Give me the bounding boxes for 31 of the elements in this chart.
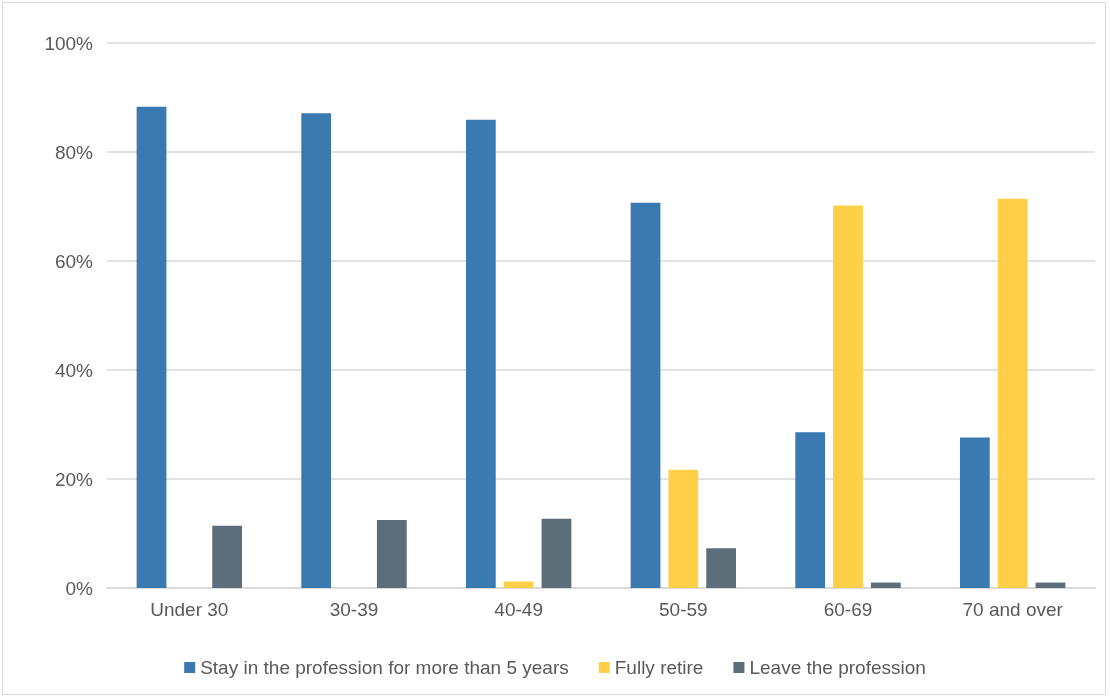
bar bbox=[997, 198, 1028, 588]
x-tick-label: 40-49 bbox=[494, 599, 543, 620]
y-tick-label: 0% bbox=[65, 577, 94, 599]
x-tick-label: 50-59 bbox=[659, 599, 708, 620]
bar bbox=[706, 548, 737, 588]
y-tick-label: 60% bbox=[54, 250, 94, 272]
legend-label: Fully retire bbox=[614, 657, 704, 678]
bar bbox=[630, 202, 661, 588]
bar bbox=[301, 113, 332, 588]
x-tick-label: 60-69 bbox=[823, 599, 873, 620]
bar bbox=[870, 582, 901, 588]
bar bbox=[136, 106, 167, 588]
bar bbox=[541, 518, 572, 588]
y-tick-label: 100% bbox=[44, 32, 94, 54]
bar bbox=[503, 581, 534, 588]
y-tick-label: 80% bbox=[54, 141, 94, 163]
y-tick-label: 40% bbox=[54, 359, 94, 381]
y-tick-label: 20% bbox=[54, 468, 94, 490]
bar bbox=[668, 469, 699, 588]
x-tick-label: 70 and over bbox=[962, 599, 1064, 620]
bar bbox=[212, 525, 243, 588]
bar bbox=[959, 437, 990, 588]
bar bbox=[1035, 582, 1066, 588]
bar bbox=[795, 432, 826, 588]
x-tick-label: 30-39 bbox=[329, 599, 379, 620]
bar bbox=[376, 519, 407, 588]
legend-label: Stay in the profession for more than 5 years bbox=[200, 657, 569, 678]
legend-label: Leave the profession bbox=[749, 657, 926, 678]
bar bbox=[465, 119, 496, 588]
bar bbox=[833, 205, 863, 588]
x-tick-label: Under 30 bbox=[150, 599, 229, 620]
